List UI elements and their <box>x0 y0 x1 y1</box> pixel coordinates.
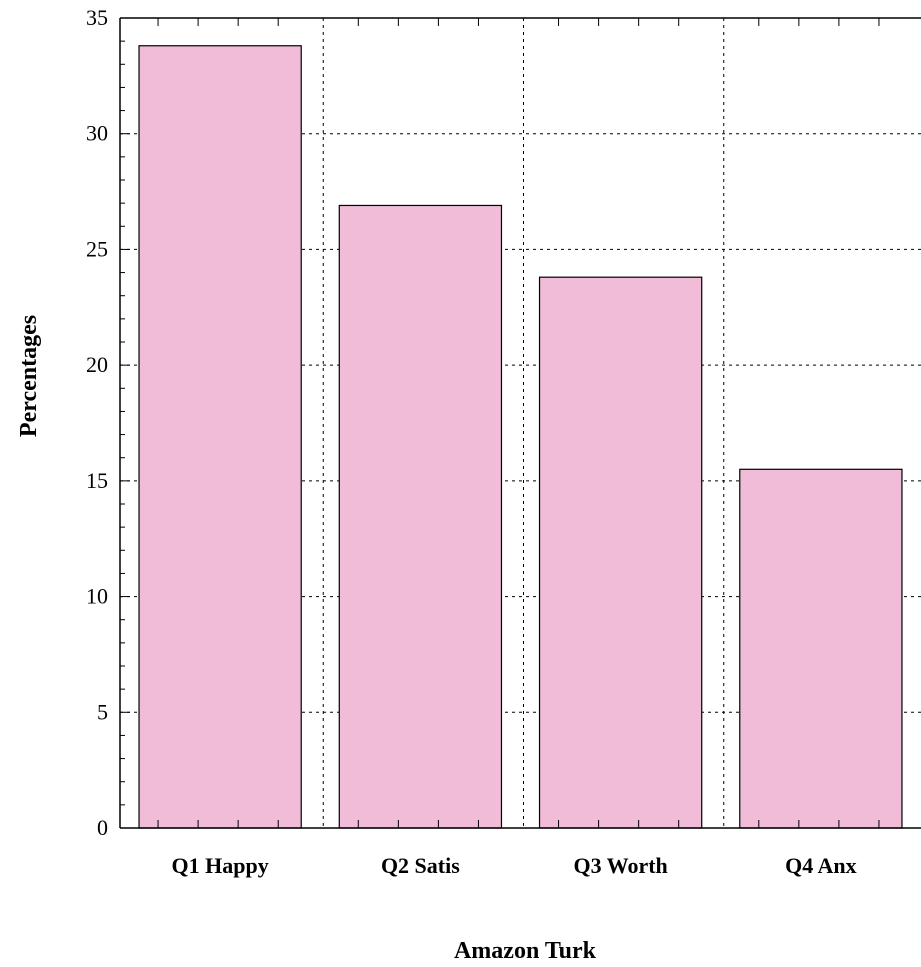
y-tick-label-20: 20 <box>86 352 108 377</box>
y-axis-title: Percentages <box>16 315 42 437</box>
y-tick-label-10: 10 <box>86 584 108 609</box>
tick-labels: 0 5 10 15 20 25 30 35 Q1 Happy Q2 Satis Q3 Worth Q4… <box>86 5 857 878</box>
y-tick-label-35: 35 <box>86 5 108 30</box>
y-tick-label-25: 25 <box>86 236 108 261</box>
y-tick-label-5: 5 <box>97 699 108 724</box>
bar-q2-satis <box>338 204 503 829</box>
x-tick-label-q3-worth: Q3 Worth <box>573 853 667 878</box>
x-tick-label-q1-happy: Q1 Happy <box>172 853 269 878</box>
x-tick-label-q2-satis: Q2 Satis <box>381 853 460 878</box>
bar-q1-happy <box>138 45 302 829</box>
bar-q3-worth <box>538 276 703 829</box>
x-axis-title: Amazon Turk <box>454 938 597 964</box>
bars <box>138 45 903 829</box>
y-tick-label-0: 0 <box>97 815 108 840</box>
axes <box>119 17 921 829</box>
x-tick-label-q4-anx: Q4 Anx <box>785 853 857 878</box>
y-tick-label-30: 30 <box>86 121 108 146</box>
ticks <box>120 17 880 829</box>
y-tick-label-15: 15 <box>86 468 108 493</box>
bar-q4-anx <box>739 468 903 829</box>
